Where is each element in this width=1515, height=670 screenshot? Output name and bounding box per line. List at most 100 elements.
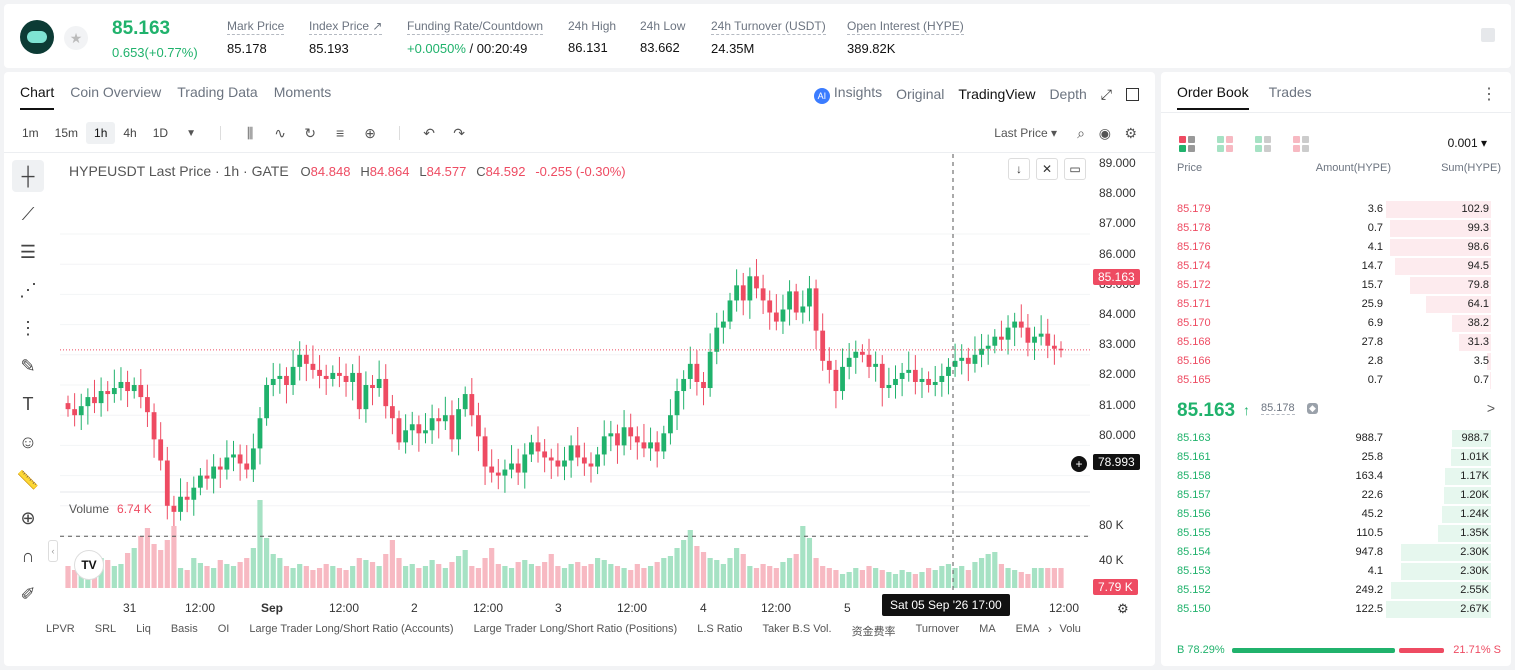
bid-row[interactable]: 85.155 110.5 1.35K	[1161, 524, 1491, 543]
bid-row[interactable]: 85.154 947.8 2.30K	[1161, 543, 1491, 562]
timeframe-dropdown-icon[interactable]: ▼	[186, 127, 197, 139]
toggle-view-icon[interactable]: ▭	[1064, 158, 1086, 180]
timeframe-4h[interactable]: 4h	[123, 126, 137, 140]
mode-split-icon[interactable]	[1217, 136, 1233, 152]
ask-row[interactable]: 85.174 14.7 94.5	[1161, 257, 1491, 276]
ask-row[interactable]: 85.176 4.1 98.6	[1161, 238, 1491, 257]
horizontal-lines-tool-icon[interactable]: ☰	[19, 241, 37, 262]
indicator-basis[interactable]: Basis	[170, 623, 198, 635]
ask-row[interactable]: 85.166 2.8 3.5	[1161, 352, 1491, 371]
indicator-oi[interactable]: OI	[217, 623, 230, 635]
price-mode-select[interactable]: Last Price ▾	[994, 126, 1057, 140]
indicator-liq[interactable]: Liq	[136, 623, 151, 635]
more-options-icon[interactable]: ⋮	[1481, 86, 1497, 103]
tab-order-book[interactable]: Order Book	[1177, 84, 1249, 110]
stat-mark-price[interactable]: Mark Price 85.178	[227, 19, 285, 56]
indicator-lt-accounts[interactable]: Large Trader Long/Short Ratio (Accounts)	[249, 623, 454, 635]
ask-row[interactable]: 85.170 6.9 38.2	[1161, 314, 1491, 333]
mode-asks-icon[interactable]	[1293, 136, 1309, 152]
zoom-tool-icon[interactable]: ⊕	[20, 507, 36, 528]
tab-coin-overview[interactable]: Coin Overview	[70, 84, 162, 100]
indicator-lt-positions[interactable]: Large Trader Long/Short Ratio (Positions…	[473, 623, 678, 635]
download-icon[interactable]: ↓	[1008, 158, 1030, 180]
ask-row[interactable]: 85.172 15.7 79.8	[1161, 276, 1491, 295]
indicator-ls-ratio[interactable]: L.S Ratio	[697, 623, 743, 635]
expand-icon[interactable]: ⤢	[1100, 85, 1112, 102]
ask-row[interactable]: 85.168 27.8 31.3	[1161, 333, 1491, 352]
replay-icon[interactable]: ↻	[304, 124, 316, 141]
bid-row[interactable]: 85.158 163.4 1.17K	[1161, 467, 1491, 486]
indicator-volume[interactable]: Volu	[1059, 623, 1081, 635]
indicator-taker-vol[interactable]: Taker B.S Vol.	[762, 623, 832, 635]
tab-depth[interactable]: Depth	[1049, 86, 1087, 102]
timeframe-15m[interactable]: 15m	[54, 126, 79, 140]
bid-row[interactable]: 85.161 25.8 1.01K	[1161, 448, 1491, 467]
text-tool-icon[interactable]: T	[22, 393, 34, 414]
tab-insights[interactable]: AI Insights	[813, 84, 882, 104]
redo-icon[interactable]: ↷	[453, 124, 465, 141]
ask-row[interactable]: 85.179 3.6 102.9	[1161, 200, 1491, 219]
ask-row[interactable]: 85.171 25.9 64.1	[1161, 295, 1491, 314]
timeframe-1h[interactable]: 1h	[86, 122, 116, 144]
stat-funding-rate[interactable]: Funding Rate/Countdown +0.0050% / 00:20:…	[407, 19, 544, 56]
favorite-star-icon[interactable]: ★	[64, 26, 88, 50]
bid-row[interactable]: 85.163 988.7 988.7	[1161, 429, 1491, 448]
fullscreen-icon[interactable]	[1126, 87, 1139, 101]
timeframe-1m[interactable]: 1m	[22, 126, 39, 140]
tab-original[interactable]: Original	[896, 86, 945, 102]
candle-body	[436, 418, 442, 422]
indicator-lpvr[interactable]: LPVR	[46, 623, 75, 635]
bid-row[interactable]: 85.157 22.6 1.20K	[1161, 486, 1491, 505]
indicator-ma[interactable]: MA	[979, 623, 996, 635]
ruler-tool-icon[interactable]: 📏	[16, 469, 40, 490]
add-alert-icon[interactable]: +	[1071, 456, 1087, 472]
settings-gear-icon[interactable]: ⚙	[1124, 124, 1137, 141]
ask-row[interactable]: 85.178 0.7 99.3	[1161, 219, 1491, 238]
indicator-srl[interactable]: SRL	[94, 623, 117, 635]
mark-price[interactable]: 85.178	[1261, 402, 1295, 415]
price-chart[interactable]	[60, 154, 1090, 598]
tab-tradingview[interactable]: TradingView	[958, 86, 1036, 102]
chevron-right-icon[interactable]: >	[1486, 400, 1495, 416]
bid-row[interactable]: 85.152 249.2 2.55K	[1161, 581, 1491, 600]
tab-chart[interactable]: Chart	[20, 84, 55, 110]
tab-trading-data[interactable]: Trading Data	[177, 84, 258, 100]
tab-trades[interactable]: Trades	[1268, 84, 1312, 100]
trendline-tool-icon[interactable]: ⟋	[21, 203, 35, 224]
collapse-icon[interactable]: ✕	[1036, 158, 1058, 180]
ask-price: 85.170	[1177, 317, 1211, 329]
search-icon[interactable]: ⌕	[1077, 124, 1085, 141]
crosshair-tool-icon[interactable]: ┼	[12, 160, 44, 192]
bid-row[interactable]: 85.156 45.2 1.24K	[1161, 505, 1491, 524]
indicator-ema[interactable]: EMA	[1015, 623, 1040, 635]
indicator-next-icon[interactable]: ›	[1048, 622, 1052, 636]
collapse-tools-icon[interactable]: ‹	[48, 540, 58, 562]
emoji-tool-icon[interactable]: ☺	[18, 431, 38, 452]
candle-type-icon[interactable]: ⫼	[246, 124, 254, 141]
bid-row[interactable]: 85.150 122.5 2.67K	[1161, 600, 1491, 619]
notes-icon[interactable]	[1481, 28, 1495, 42]
precision-select[interactable]: 0.001 ▾	[1447, 136, 1487, 150]
tab-moments[interactable]: Moments	[273, 84, 332, 100]
chart-settings-icon[interactable]: ⚙	[1117, 601, 1129, 616]
pencil-lock-icon[interactable]: ✐	[20, 583, 36, 604]
add-indicator-icon[interactable]: ⊕	[364, 124, 376, 141]
indicators-icon[interactable]: ∿	[274, 124, 286, 141]
bid-row[interactable]: 85.153 4.1 2.30K	[1161, 562, 1491, 581]
stat-open-interest[interactable]: Open Interest (HYPE) 389.82K	[847, 19, 964, 56]
indicator-funding-rate[interactable]: 资金费率	[851, 626, 896, 638]
layout-icon[interactable]: ≡	[335, 125, 345, 141]
undo-icon[interactable]: ↶	[423, 124, 435, 141]
indicator-turnover[interactable]: Turnover	[915, 623, 960, 635]
timeframe-1d[interactable]: 1D	[152, 126, 169, 140]
magnet-tool-icon[interactable]: ∩	[21, 545, 35, 566]
fib-tool-icon[interactable]: ⋮	[19, 317, 37, 338]
pattern-tool-icon[interactable]: ⋰	[19, 279, 37, 300]
mode-both-icon[interactable]	[1179, 136, 1195, 152]
stat-index-price[interactable]: Index Price ↗ 85.193	[309, 19, 383, 56]
mode-bids-icon[interactable]	[1255, 136, 1271, 152]
camera-icon[interactable]: ◉	[1098, 124, 1111, 141]
brush-tool-icon[interactable]: ✎	[20, 355, 36, 376]
stat-24h-turnover[interactable]: 24h Turnover (USDT) 24.35M	[711, 19, 826, 56]
ask-row[interactable]: 85.165 0.7 0.7	[1161, 371, 1491, 390]
